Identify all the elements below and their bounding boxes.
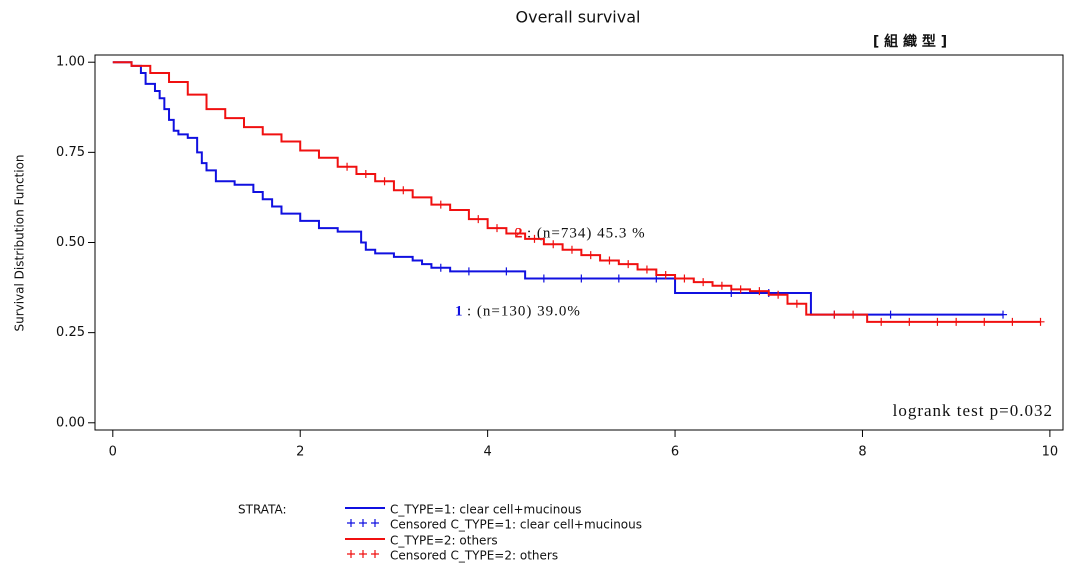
censor-mark — [549, 240, 558, 249]
x-tick-label: 0 — [109, 445, 117, 460]
y-tick-label: 0.25 — [56, 325, 85, 340]
legend-label: C_TYPE=1: clear cell+mucinous — [390, 503, 582, 517]
test-note: logrank test p=0.032 — [893, 401, 1053, 420]
censor-mark — [774, 290, 783, 299]
censor-mark — [380, 177, 389, 186]
censor-mark — [567, 245, 576, 254]
censor-mark — [539, 274, 548, 283]
y-axis-label: Survival Distribution Function — [13, 154, 27, 331]
x-tick-label: 8 — [858, 445, 866, 460]
censor-mark — [933, 317, 942, 326]
censor-mark — [980, 317, 989, 326]
legend-censor-symbol — [359, 519, 367, 527]
censor-mark — [736, 285, 745, 294]
censor-mark — [502, 267, 511, 276]
censor-mark — [586, 251, 595, 260]
legend-label: Censored C_TYPE=2: others — [390, 549, 558, 563]
x-tick-label: 2 — [296, 445, 304, 460]
survival-line — [112, 61, 1041, 323]
censor-mark — [830, 310, 839, 319]
censor-mark — [577, 274, 586, 283]
x-tick-label: 10 — [1042, 445, 1059, 460]
censor-mark — [717, 281, 726, 290]
censor-mark — [642, 265, 651, 274]
legend-label: Censored C_TYPE=1: clear cell+mucinous — [390, 518, 642, 532]
annotation-label: 1 — [455, 303, 464, 319]
y-tick-label: 1.00 — [56, 55, 85, 70]
legend-label: C_TYPE=2: others — [390, 534, 498, 548]
censor-mark — [849, 310, 858, 319]
censor-mark — [905, 317, 914, 326]
censor-mark — [511, 229, 520, 238]
legend-title: STRATA: — [238, 503, 287, 517]
censor-mark — [530, 234, 539, 243]
y-tick-label: 0.75 — [56, 145, 85, 160]
chart-title: Overall survival — [516, 8, 641, 27]
censor-mark — [877, 317, 886, 326]
plot-frame — [94, 54, 1064, 431]
censor-mark — [699, 278, 708, 287]
censor-mark — [680, 274, 689, 283]
censor-mark — [624, 260, 633, 269]
censor-mark — [1036, 317, 1045, 326]
censor-mark — [464, 267, 473, 276]
censor-mark — [661, 270, 670, 279]
censor-mark — [493, 224, 502, 233]
chart-subtitle: [ 組 織 型 ] — [873, 33, 947, 50]
censor-mark — [999, 310, 1008, 319]
censor-mark — [614, 274, 623, 283]
legend-censor-symbol — [371, 550, 379, 558]
annotation-text: : (n=130) 39.0% — [467, 303, 581, 319]
censor-mark — [755, 287, 764, 296]
survival-line — [112, 61, 1004, 316]
censor-mark — [1008, 317, 1017, 326]
legend-censor-symbol — [347, 519, 355, 527]
censor-mark — [399, 186, 408, 195]
censor-mark — [343, 162, 352, 171]
censor-mark — [474, 215, 483, 224]
censor-mark — [436, 200, 445, 209]
censor-mark — [792, 299, 801, 308]
censor-mark — [886, 310, 895, 319]
legend-censor-symbol — [359, 550, 367, 558]
censor-mark — [361, 169, 370, 178]
censor-mark — [952, 317, 961, 326]
censor-mark — [436, 263, 445, 272]
y-tick-label: 0.50 — [56, 235, 85, 250]
x-tick-label: 4 — [483, 445, 491, 460]
annotation-text: : (n=734) 45.3 % — [527, 225, 646, 241]
y-tick-label: 0.00 — [56, 415, 85, 430]
legend-censor-symbol — [371, 519, 379, 527]
x-tick-label: 6 — [671, 445, 679, 460]
censor-mark — [605, 256, 614, 265]
legend-censor-symbol — [347, 550, 355, 558]
